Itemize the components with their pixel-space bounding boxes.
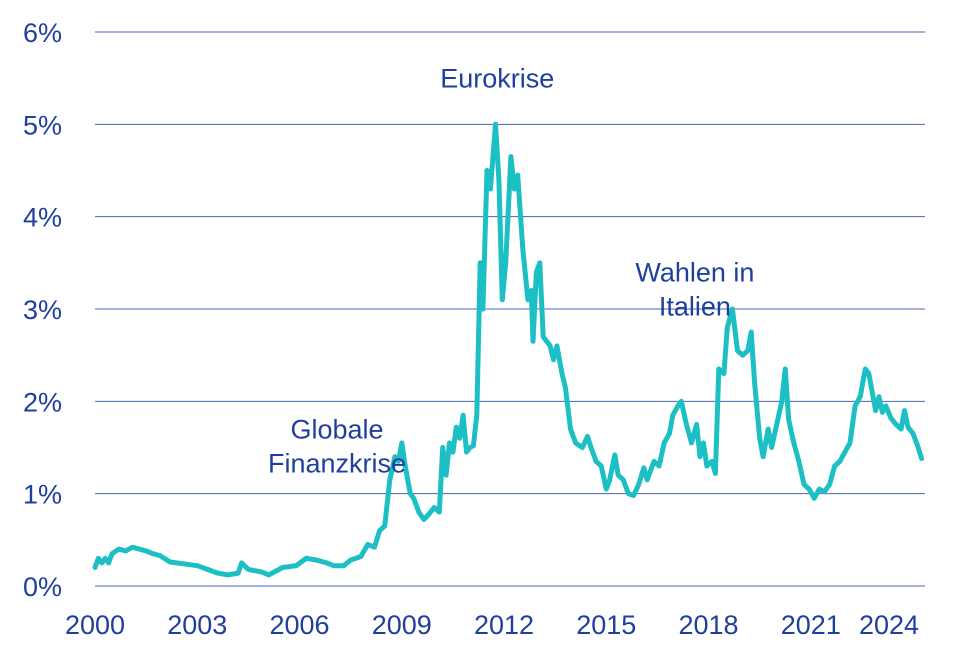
annotation-2-line-1: Italien [659, 291, 731, 321]
annotation-0-line-1: Finanzkrise [268, 448, 406, 478]
annotation-1: Eurokrise [440, 63, 554, 93]
annotations: Globale Finanzkrise Eurokrise Wahlen in Ital… [268, 63, 754, 478]
y-tick-label-3: 3% [23, 295, 62, 325]
y-axis-tick-labels: 0% 1% 2% 3% 4% 5% 6% [23, 18, 62, 602]
x-axis-tick-labels: 2000 2003 2006 2009 2012 2015 2018 2021 2024 [65, 610, 919, 640]
annotation-2: Wahlen in Italien [635, 257, 754, 321]
annotation-0-line-0: Globale [290, 414, 383, 444]
annotation-1-line-0: Eurokrise [440, 63, 554, 93]
x-tick-label-8: 2024 [859, 610, 919, 640]
annotation-0: Globale Finanzkrise [268, 414, 406, 478]
grid-lines [95, 31, 925, 587]
x-tick-label-1: 2003 [167, 610, 227, 640]
x-tick-label-7: 2021 [781, 610, 841, 640]
series-line-0 [92, 121, 925, 578]
x-tick-label-4: 2012 [474, 610, 534, 640]
y-tick-label-4: 4% [23, 203, 62, 233]
x-tick-label-3: 2009 [372, 610, 432, 640]
y-tick-label-5: 5% [23, 110, 62, 140]
annotation-2-line-0: Wahlen in [635, 257, 754, 287]
y-tick-label-0: 0% [23, 572, 62, 602]
y-tick-label-1: 1% [23, 480, 62, 510]
x-tick-label-6: 2018 [679, 610, 739, 640]
y-tick-label-2: 2% [23, 387, 62, 417]
x-tick-label-2: 2006 [269, 610, 329, 640]
series-layer [92, 121, 925, 578]
x-tick-label-0: 2000 [65, 610, 125, 640]
y-tick-label-6: 6% [23, 18, 62, 48]
x-tick-label-5: 2015 [576, 610, 636, 640]
